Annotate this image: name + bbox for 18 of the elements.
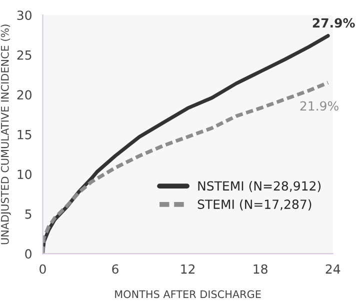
- y-tick-label: 20: [17, 90, 32, 100]
- legend-label: NSTEMI (N=28,912): [198, 180, 321, 192]
- annotation: 27.9%: [312, 18, 355, 28]
- annotation: 21.9%: [300, 101, 338, 111]
- y-tick-label: 15: [18, 130, 32, 140]
- y-tick-label: 25: [17, 50, 32, 60]
- y-tick-label: 0: [25, 249, 32, 259]
- y-tick-label: 10: [18, 170, 32, 180]
- x-tick-label: 6: [112, 264, 118, 274]
- x-axis-title: MONTHS AFTER DISCHARGE: [115, 290, 261, 298]
- x-tick-label: 0: [40, 264, 46, 274]
- x-tick-label: 24: [326, 264, 340, 274]
- y-tick-label: 5: [25, 210, 32, 219]
- x-tick-label: 12: [181, 264, 194, 274]
- x-tick-label: 18: [254, 264, 268, 274]
- y-tick-label: 30: [17, 10, 32, 20]
- y-axis-title: UNADJUSTED CUMULATIVE INCIDENCE (%): [0, 24, 11, 244]
- legend-label: STEMI (N=17,287): [198, 199, 312, 210]
